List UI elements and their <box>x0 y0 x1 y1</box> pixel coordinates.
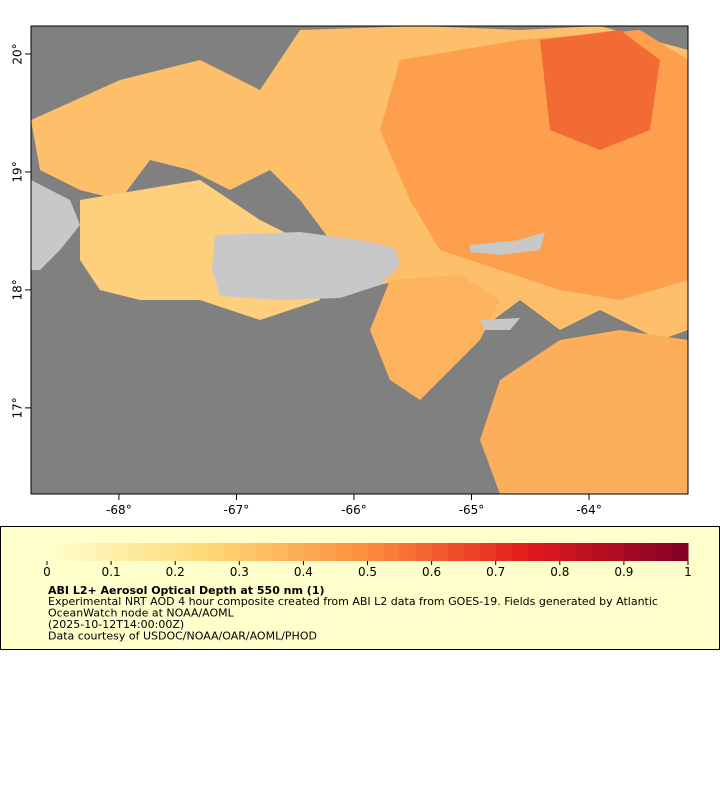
colorbar-step <box>47 543 64 561</box>
colorbar-step <box>95 543 112 561</box>
colorbar-step <box>191 543 208 561</box>
colorbar-step <box>223 543 240 561</box>
colorbar-step <box>527 543 545 561</box>
legend-line: Data courtesy of USDOC/NOAA/OAR/AOML/PHO… <box>48 630 317 643</box>
colorbar-tick-label: 0.9 <box>614 565 633 579</box>
colorbar-step <box>623 543 641 561</box>
legend-title: ABI L2+ Aerosol Optical Depth at 550 nm … <box>48 584 325 597</box>
colorbar-step <box>591 543 609 561</box>
colorbar-step <box>495 543 513 561</box>
st-croix <box>480 318 520 330</box>
colorbar-step <box>127 543 144 561</box>
aerosol-field <box>480 330 688 494</box>
colorbar-tick-label: 0.3 <box>230 565 249 579</box>
colorbar-step <box>431 543 449 561</box>
aerosol-field <box>540 30 660 150</box>
legend-line: (2025-10-12T14:00:00Z) <box>48 618 184 631</box>
colorbar-step <box>575 543 593 561</box>
colorbar-tick-label: 0.6 <box>422 565 441 579</box>
colorbar-step <box>415 543 433 561</box>
colorbar-step <box>607 543 625 561</box>
y-tick-label: 18° <box>11 279 25 300</box>
land <box>31 180 80 270</box>
legend-line: Experimental NRT AOD 4 hour composite cr… <box>48 595 658 608</box>
map <box>30 25 689 495</box>
colorbar-step <box>303 543 320 561</box>
colorbar-step <box>351 543 368 561</box>
colorbar-tick-label: 0.2 <box>166 565 185 579</box>
colorbar-step <box>447 543 465 561</box>
colorbar-step <box>399 543 417 561</box>
y-tick-label: 19° <box>11 161 25 182</box>
colorbar-tick-label: 0.4 <box>294 565 313 579</box>
colorbar-step <box>367 543 385 561</box>
colorbar-step <box>111 543 128 561</box>
colorbar-step <box>159 543 176 561</box>
colorbar-step <box>319 543 336 561</box>
colorbar-tick-label: 0 <box>43 565 51 579</box>
map-frame <box>30 25 689 495</box>
colorbar-step <box>143 543 160 561</box>
x-tick-label: -68° <box>106 503 132 517</box>
colorbar-step <box>671 543 689 561</box>
x-tick-label: -65° <box>459 503 485 517</box>
colorbar-step <box>255 543 272 561</box>
x-tick-label: -64° <box>576 503 602 517</box>
colorbar-step <box>511 543 529 561</box>
colorbar-tick-label: 1 <box>684 565 692 579</box>
colorbar-step <box>559 543 577 561</box>
colorbar-step <box>335 543 352 561</box>
y-tick-label: 20° <box>11 43 25 64</box>
aerosol-field <box>370 275 500 400</box>
colorbar-step <box>287 543 304 561</box>
colorbar-step <box>543 543 561 561</box>
x-tick-label: -66° <box>341 503 367 517</box>
colorbar-step <box>175 543 192 561</box>
colorbar-tick-label: 0.5 <box>358 565 377 579</box>
y-tick-label: 17° <box>11 397 25 418</box>
colorbar-tick-label: 0.7 <box>486 565 505 579</box>
legend-line: OceanWatch node at NOAA/AOML <box>48 607 235 620</box>
colorbar-step <box>79 543 96 561</box>
colorbar-step <box>383 543 401 561</box>
colorbar-tick-label: 0.1 <box>102 565 121 579</box>
colorbar-step <box>463 543 481 561</box>
puerto-rico <box>212 232 400 300</box>
colorbar-step <box>63 543 80 561</box>
x-tick-label: -67° <box>224 503 250 517</box>
colorbar-step <box>655 543 673 561</box>
colorbar-step <box>271 543 288 561</box>
colorbar-tick-label: 0.8 <box>550 565 569 579</box>
colorbar-step <box>239 543 256 561</box>
virgin-islands <box>470 232 545 255</box>
colorbar-step <box>479 543 497 561</box>
colorbar-step <box>207 543 224 561</box>
colorbar-step <box>639 543 657 561</box>
